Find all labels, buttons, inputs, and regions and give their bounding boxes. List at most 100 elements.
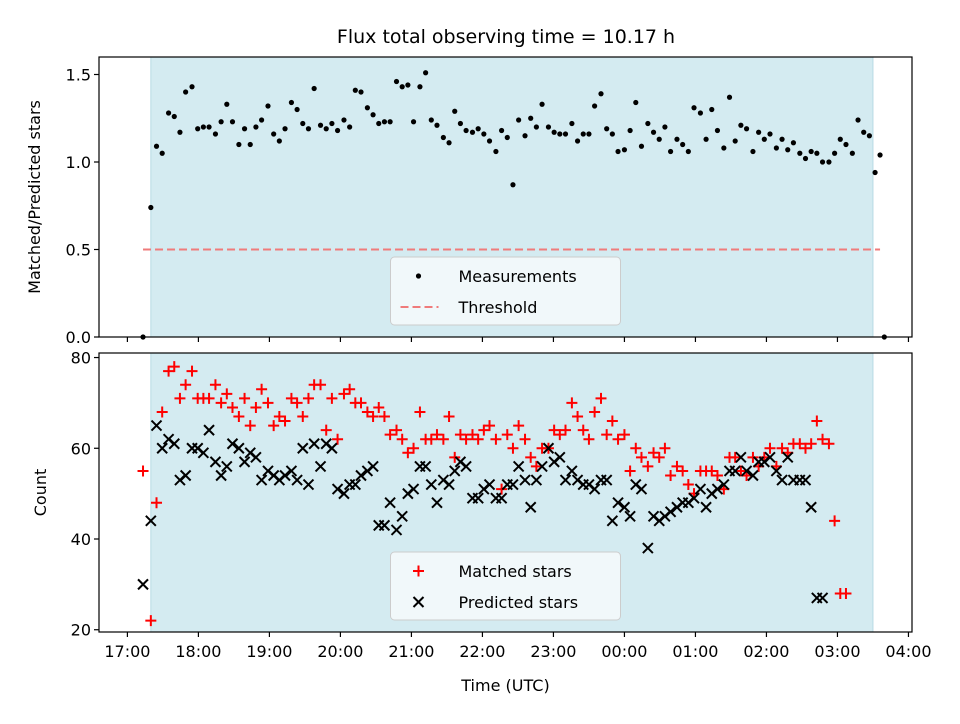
predicted-stars-point	[740, 465, 753, 477]
matched-stars-point	[449, 451, 461, 463]
measurement-point	[872, 169, 878, 176]
predicted-stars-point	[764, 451, 776, 464]
y-tick-label: 0.5	[66, 241, 91, 260]
matched-stars-point	[735, 465, 747, 477]
measurement-point	[300, 120, 306, 127]
matched-stars-point	[302, 392, 314, 404]
measurement-point	[743, 126, 750, 132]
measurement-point	[265, 103, 271, 109]
predicted-stars-point	[542, 442, 555, 454]
matched-stars-point	[642, 460, 654, 472]
measurement-point	[259, 117, 265, 123]
predicted-stars-point	[449, 465, 461, 477]
predicted-stars-point	[770, 465, 783, 477]
measurement-point	[650, 129, 657, 135]
matched-stars-point	[378, 411, 390, 423]
measurement-point	[452, 108, 458, 114]
matched-stars-point	[601, 429, 613, 441]
measurement-point	[241, 126, 248, 132]
predicted-stars-point	[179, 469, 192, 482]
measurement-point	[621, 147, 628, 153]
measurement-point	[802, 155, 809, 162]
measurement-point	[253, 124, 259, 130]
predicted-stars-point	[331, 483, 344, 495]
x-tick-label: 20:00	[317, 642, 363, 661]
bottom-panel-x-ticks: 17:00 18:00 19:00 20:00 21:00 22:00 23:00 00:00…	[104, 632, 932, 661]
measurement-point	[574, 138, 581, 144]
x-tick-label: 18:00	[175, 642, 221, 661]
measurement-point	[341, 117, 347, 123]
predicted-stars-point	[618, 501, 631, 513]
predicted-stars-point	[624, 510, 636, 523]
matched-stars-point	[209, 379, 221, 391]
predicted-stars-point	[782, 451, 794, 464]
matched-stars-point	[297, 411, 309, 423]
bottom-panel-legend-box	[390, 551, 621, 621]
top-panel-y-ticks: 0.0 0.5 1.0 1.5	[66, 66, 99, 347]
measurement-point	[434, 122, 440, 128]
top-panel-frame	[98, 56, 913, 338]
matched-stars-point	[554, 429, 566, 441]
predicted-stars-point	[512, 460, 525, 473]
measurement-point	[645, 120, 651, 127]
chart-title: Flux total observing time = 10.17 h	[337, 26, 675, 48]
matched-stars-point	[484, 420, 496, 432]
x-axis-label: Time (UTC)	[460, 676, 549, 695]
bottom-panel-legend: Matched stars Predicted stars	[390, 551, 621, 621]
measurement-point	[148, 204, 154, 211]
measurement-point	[189, 84, 195, 90]
matched-stars-point	[665, 469, 677, 481]
x-tick-label: 02:00	[743, 642, 789, 661]
x-tick-label: 04:00	[885, 642, 931, 661]
predicted-stars-point	[203, 424, 215, 436]
matched-stars-point	[530, 460, 542, 472]
measurement-point	[229, 119, 236, 125]
matched-stars-point	[635, 451, 647, 463]
predicted-stars-point	[156, 442, 168, 454]
x-tick-label: 03:00	[814, 642, 860, 661]
measurement-point	[352, 87, 358, 93]
matched-stars-point	[805, 438, 817, 450]
matched-stars-point	[215, 397, 227, 409]
measurement-point	[539, 101, 545, 107]
matched-stars-point	[367, 411, 379, 423]
measurement-point	[714, 127, 721, 134]
matched-stars-point	[262, 397, 274, 409]
measurement-point	[808, 148, 814, 155]
measurement-point	[866, 133, 872, 139]
predicted-stars-point	[291, 474, 303, 486]
measurement-point	[674, 136, 680, 142]
measurement-point	[177, 129, 183, 135]
bottom-panel-y-label: Count	[31, 469, 50, 517]
matched-stars-point	[794, 438, 806, 450]
matched-stars-point	[291, 397, 303, 409]
matched-stars-point	[566, 397, 578, 409]
measurement-point	[726, 94, 733, 100]
predicted-stars-point	[250, 451, 262, 464]
measurement-point	[814, 150, 820, 156]
x-tick-label: 22:00	[459, 642, 505, 661]
legend-measurements-label: Measurements	[459, 267, 577, 286]
measurement-point	[586, 131, 592, 137]
legend-measurements-marker	[415, 273, 422, 279]
measurement-point	[218, 119, 224, 125]
predicted-stars-point	[215, 469, 227, 482]
matched-stars-point	[203, 392, 215, 404]
measurement-point	[761, 136, 767, 142]
matched-stars-point	[151, 497, 163, 509]
bottom-panel-frame	[98, 352, 913, 633]
predicted-stars-point	[566, 465, 578, 477]
matched-stars-point	[606, 415, 618, 427]
matched-stars-point	[454, 429, 466, 441]
matched-stars-point	[174, 392, 186, 404]
matched-stars-point	[466, 429, 478, 441]
x-tick-label: 21:00	[388, 642, 434, 661]
predicted-stars-point	[209, 456, 222, 468]
predicted-stars-point	[747, 469, 759, 482]
predicted-stars-point	[776, 474, 788, 486]
measurement-point	[463, 127, 469, 134]
matched-stars-series	[138, 361, 852, 627]
predicted-stars-point	[460, 460, 472, 473]
top-panel-x-ticks	[126, 337, 910, 342]
measurement-point	[446, 140, 452, 146]
